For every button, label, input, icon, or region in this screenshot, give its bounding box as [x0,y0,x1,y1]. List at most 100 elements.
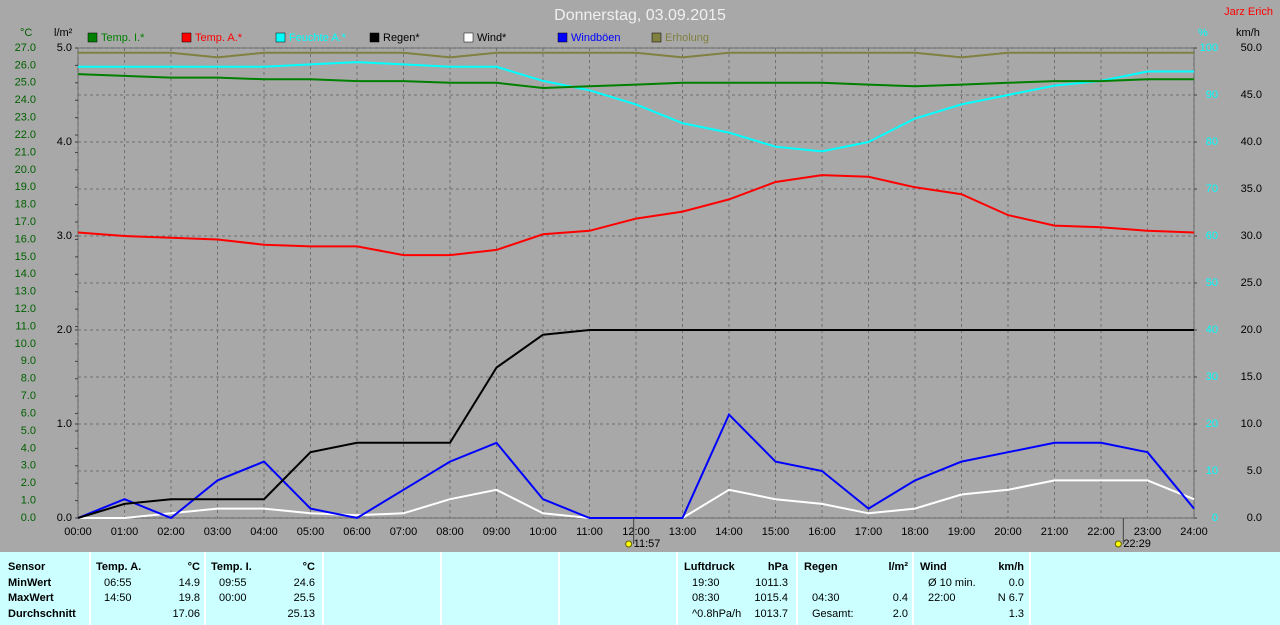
x-tick-label: 15:00 [762,526,790,538]
x-tick-label: 06:00 [343,526,371,538]
yticks-label: 4.0 [21,442,36,454]
x-tick-label: 20:00 [994,526,1022,538]
y4ticks-label: 20.0 [1241,324,1262,336]
stat-time: 04:30 [812,592,840,604]
yticks-label: 27.0 [15,42,36,54]
y2ticks-label: 1.0 [57,418,72,430]
yticks-label: 10.0 [15,338,36,350]
legend-label: Erholung [665,32,709,44]
y4ticks-label: 45.0 [1241,89,1262,101]
group-unit: °C [303,561,315,573]
group-unit: km/h [998,561,1024,573]
stat-value: N 6.7 [998,592,1024,604]
series-line [77,412,1195,520]
y2ticks-label: 5.0 [57,42,72,54]
x-tick-label: 13:00 [669,526,697,538]
x-tick-label: 10:00 [529,526,557,538]
yticks-label: 18.0 [15,199,36,211]
stat-time: 22:00 [928,592,956,604]
y2-axis-unit: l/m² [54,27,73,39]
yticks-label: 21.0 [15,146,36,158]
group-header: Regen [804,561,838,573]
stat-time: 14:50 [104,592,132,604]
y4ticks-label: 25.0 [1241,277,1262,289]
y3ticks-label: 80 [1206,136,1218,148]
legend-label: Temp. I.* [101,32,145,44]
legend-label: Feuchte A.* [289,32,347,44]
yticks-label: 9.0 [21,355,36,367]
series-line [78,61,1194,153]
legend-swatch [275,32,286,43]
group-header: Temp. A. [96,561,141,573]
group-unit: °C [188,561,200,573]
stat-value: 0.0 [1009,577,1024,589]
x-tick-label: 04:00 [250,526,278,538]
stat-value: 1.3 [1009,608,1024,620]
group-header: Temp. I. [211,561,252,573]
series-line [77,174,1195,257]
yticks-label: 12.0 [15,303,36,315]
y3ticks-label: 90 [1206,89,1218,101]
x-tick-label: 09:00 [483,526,511,538]
stat-value: 19.8 [179,592,200,604]
y3ticks-label: 0 [1212,512,1218,524]
yticks-label: 20.0 [15,164,36,176]
stat-value: 17.06 [172,608,200,620]
legend-label: Wind* [477,32,507,44]
stat-value: 1011.3 [755,577,788,589]
sun-icon [625,540,633,548]
yticks-label: 1.0 [21,494,36,506]
yticks-label: 23.0 [15,112,36,124]
series-line [78,51,1194,59]
chart-title: Donnerstag, 03.09.2015 [554,7,726,24]
stat-time: 19:30 [692,577,720,589]
x-tick-label: 03:00 [204,526,232,538]
stat-time: 08:30 [692,592,720,604]
author: Jarz Erich [1224,6,1273,18]
legend-swatch [463,32,474,43]
yticks-label: 3.0 [21,460,36,472]
stat-time: ^0.8hPa/h [692,608,741,620]
group-header: Wind [920,561,947,573]
yticks-label: 19.0 [15,181,36,193]
yticks-label: 2.0 [21,477,36,489]
y4ticks-label: 35.0 [1241,183,1262,195]
y3ticks-label: 30 [1206,371,1218,383]
panel-separators [89,552,1031,625]
x-tick-label: 12:00 [622,526,650,538]
x-tick-label: 16:00 [808,526,836,538]
series-line [77,73,1194,90]
yticks-label: 16.0 [15,233,36,245]
y3ticks-label: 20 [1206,418,1218,430]
annotation-label: 22:29 [1123,538,1151,550]
x-tick-label: 21:00 [1041,526,1069,538]
x-tick-label: 24:00 [1180,526,1208,538]
y4-axis-unit: km/h [1236,27,1260,39]
x-tick-label: 11:00 [576,526,603,538]
stat-value: 24.6 [294,577,315,589]
legend-swatch [181,32,192,43]
annotation-label: 11:57 [634,538,661,550]
y4ticks-label: 40.0 [1241,136,1262,148]
yticks-label: 17.0 [15,216,36,228]
legend-swatch [651,32,662,43]
yticks-label: 8.0 [21,373,36,385]
y3ticks-label: 70 [1206,183,1218,195]
y4ticks-label: 30.0 [1241,230,1262,242]
yticks-label: 6.0 [21,407,36,419]
yticks-label: 22.0 [15,129,36,141]
y2ticks-label: 0.0 [57,512,72,524]
legend-swatch [369,32,380,43]
y3-axis-unit: % [1198,27,1208,39]
yticks-label: 11.0 [15,320,36,332]
x-tick-label: 22:00 [1087,526,1115,538]
y4ticks-label: 50.0 [1241,42,1262,54]
yticks-label: 26.0 [15,59,36,71]
stat-time: Gesamt: [812,608,854,620]
legend-swatch [557,32,568,43]
yticks-label: 7.0 [21,390,36,402]
group-header: Luftdruck [684,561,736,573]
stat-time: 00:00 [219,592,247,604]
y3ticks-label: 40 [1206,324,1218,336]
y2ticks-label: 3.0 [57,230,72,242]
